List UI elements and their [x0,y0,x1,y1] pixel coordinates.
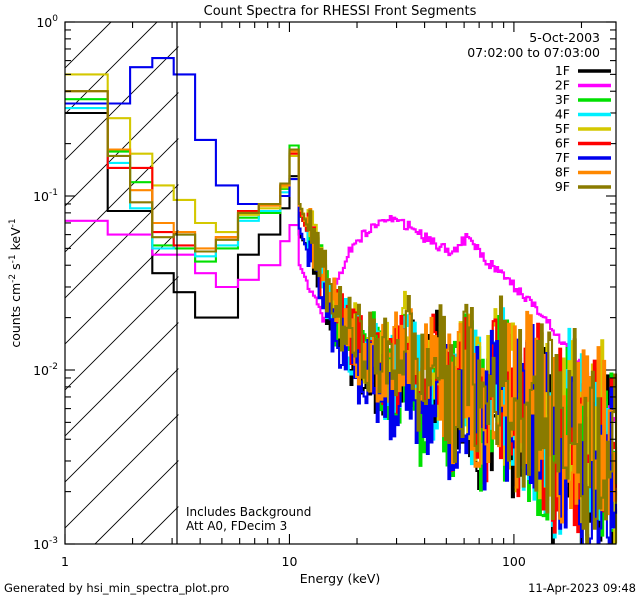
x-tick-label: 100 [502,554,526,569]
y-tick-labels: 100 10-1 10-2 10-3 [33,14,58,552]
legend-label-6F: 6F [555,136,570,151]
legend-label-8F: 8F [555,165,570,180]
legend-label-7F: 7F [555,150,570,165]
observation-time-range: 07:02:00 to 07:03:00 [467,45,600,60]
legend-label-5F: 5F [555,121,570,136]
x-tick-label: 1 [61,554,69,569]
x-tick-labels: 1 10 100 [61,554,526,569]
series-8F [65,90,618,524]
footer-timestamp: 11-Apr-2023 09:48 [528,581,636,595]
annotation-line-2: Att A0, FDecim 3 [186,519,287,533]
annotation-line-1: Includes Background [186,505,311,519]
series-9F [65,90,618,544]
y-tick-label: 10-2 [33,362,58,378]
page-title: Count Spectra for RHESSI Front Segments [204,4,477,19]
axis-ticks [64,21,616,545]
series-group [65,57,618,544]
legend-label-2F: 2F [555,78,570,93]
legend-label-1F: 1F [555,63,570,78]
y-tick-label: 10-1 [33,188,58,204]
legend-label-4F: 4F [555,107,570,122]
x-axis-label: Energy (keV) [300,571,381,586]
footer-generator: Generated by hsi_min_spectra_plot.pro [4,581,229,595]
legend-label-3F: 3F [555,92,570,107]
x-tick-label: 10 [282,554,298,569]
legend-label-9F: 9F [555,179,570,194]
plot-frame [64,21,617,545]
y-tick-label: 10-3 [33,536,58,552]
series-7F [65,57,618,544]
y-tick-label: 100 [36,14,58,30]
observation-date: 5-Oct-2003 [529,30,600,45]
y-axis-label: counts cm-2 s-1 keV-1 [8,218,23,347]
